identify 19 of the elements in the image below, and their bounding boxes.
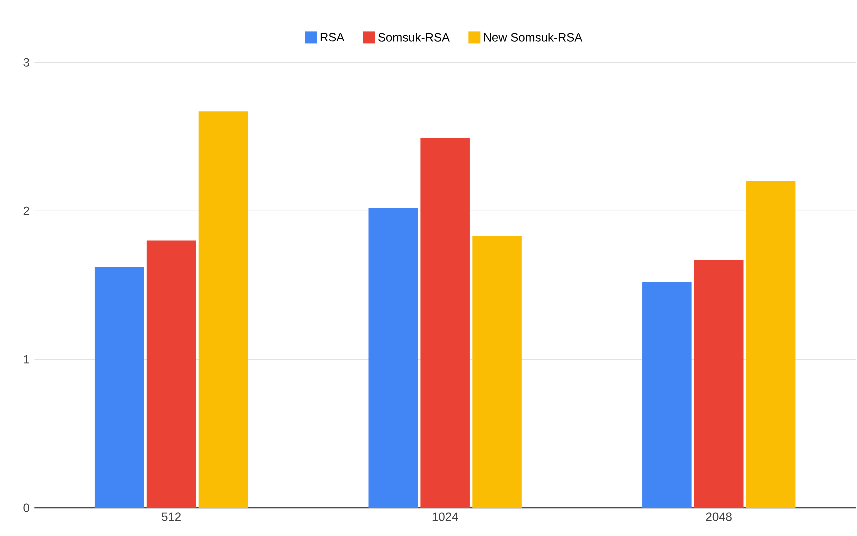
bar (94, 268, 144, 508)
bar (420, 138, 470, 508)
bar (694, 260, 744, 508)
bar (746, 181, 796, 508)
bar (368, 208, 418, 508)
y-tick-label: 0 (24, 504, 30, 512)
legend-label: Somsuk-RSA (378, 33, 450, 42)
bar (198, 112, 248, 508)
x-tick-label: 1024 (432, 512, 458, 522)
x-tick-label: 2048 (706, 512, 732, 522)
legend-label: RSA (320, 33, 345, 42)
x-tick-label: 512 (162, 512, 181, 522)
legend-label: New Somsuk-RSA (484, 33, 583, 42)
y-tick-label: 3 (24, 58, 30, 67)
y-tick-label: 1 (24, 355, 30, 364)
y-tick-label: 2 (24, 206, 30, 216)
bar (642, 282, 692, 508)
bar (146, 240, 196, 508)
bar (472, 236, 522, 508)
